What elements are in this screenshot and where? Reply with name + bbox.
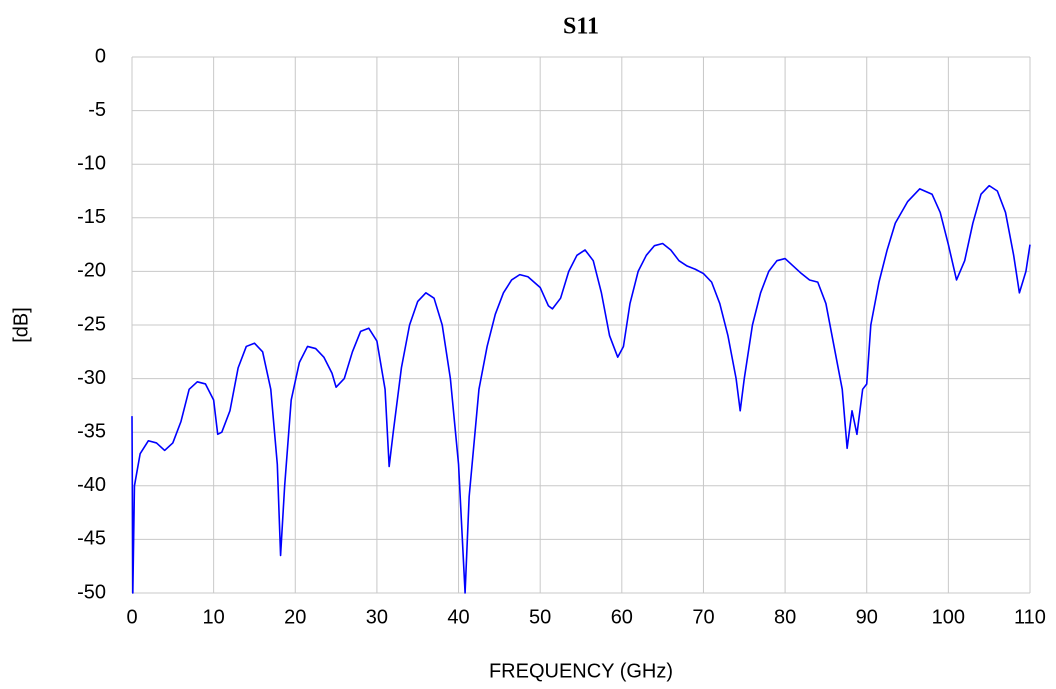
y-tick-label: -10: [77, 152, 106, 174]
y-tick-label: -45: [77, 528, 106, 550]
y-tick-label: -25: [77, 313, 106, 335]
y-tick-label: -40: [77, 474, 106, 496]
y-tick-label: -15: [77, 206, 106, 228]
y-tick-label: -20: [77, 260, 106, 282]
x-tick-label: 60: [611, 606, 633, 628]
x-tick-label: 70: [692, 606, 714, 628]
x-tick-label: 80: [774, 606, 796, 628]
x-tick-label: 40: [447, 606, 469, 628]
x-axis-label: FREQUENCY (GHz): [489, 660, 673, 682]
data-line: [131, 184, 1031, 594]
chart-title: S11: [563, 14, 599, 40]
x-tick-label: 100: [932, 606, 965, 628]
y-tick-label: -5: [88, 99, 106, 121]
y-tick-label: -30: [77, 367, 106, 389]
x-tick-label: 90: [856, 606, 878, 628]
y-tick-label: -35: [77, 420, 106, 442]
y-tick-label: -50: [77, 581, 106, 603]
y-axis-label: [dB]: [10, 307, 32, 343]
x-tick-label: 10: [203, 606, 225, 628]
y-tick-label: 0: [95, 45, 106, 67]
x-tick-label: 50: [529, 606, 551, 628]
x-tick-label: 20: [284, 606, 306, 628]
x-tick-label: 30: [366, 606, 388, 628]
x-tick-label: 0: [126, 606, 137, 628]
x-tick-label: 110: [1014, 606, 1046, 628]
